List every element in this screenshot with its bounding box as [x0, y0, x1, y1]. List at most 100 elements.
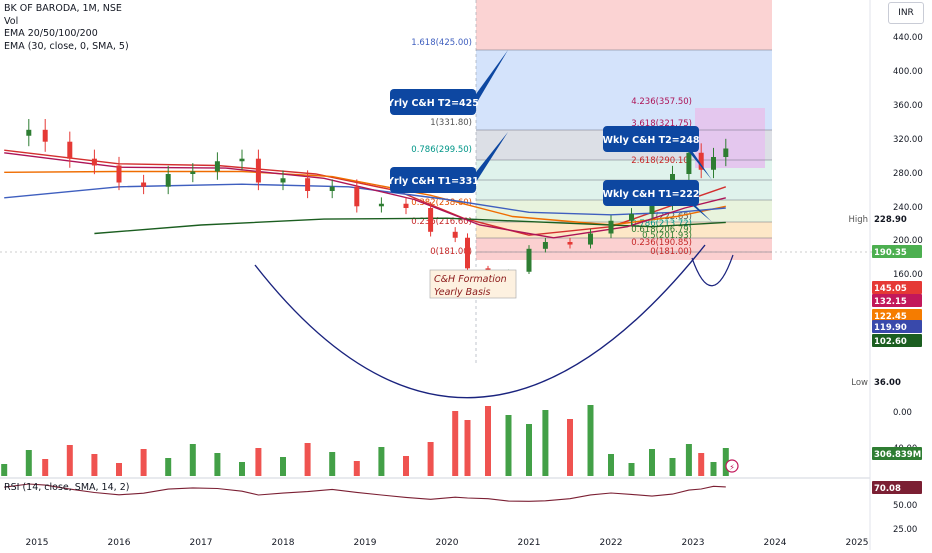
volume-bar [329, 452, 336, 476]
volume-bar [669, 458, 676, 476]
price-tag-value: 145.05 [874, 284, 907, 294]
callout-pointer [476, 132, 508, 182]
volume-bar [526, 424, 532, 476]
fib-weekly-label: 0.786(213.72) [631, 219, 692, 229]
callout-pointer [476, 50, 508, 104]
x-tick-label: 2015 [26, 538, 49, 548]
volume-bar [505, 415, 512, 476]
price-tag-value: 132.15 [874, 297, 907, 307]
rsi-legend[interactable]: RSI (14, close, SMA, 14, 2) [4, 482, 130, 493]
x-tick-label: 2016 [108, 538, 131, 548]
candle-body [378, 203, 384, 207]
fib-weekly-label: 2.618(290.10) [631, 156, 692, 166]
legend-volume[interactable]: Vol [4, 15, 19, 27]
y-tick-label: 280.00 [893, 169, 923, 179]
volume-bar [649, 449, 655, 476]
callout-box [603, 180, 699, 206]
volume-bar [165, 458, 172, 476]
candle-body [239, 158, 245, 162]
fib-yearly-label: 0.236(216.60) [411, 217, 472, 227]
candle-body [255, 158, 261, 183]
candle-body [91, 158, 97, 166]
candle-body [567, 242, 573, 245]
fib-weekly-label: 4.236(357.50) [631, 97, 692, 107]
price-tag-value: 228.90 [874, 215, 907, 225]
fib-weekly-label: 0(181.00) [650, 247, 692, 257]
fib-zone-0 [476, 238, 772, 260]
x-tick-label: 2019 [354, 538, 377, 548]
price-tag-value: 102.60 [874, 337, 907, 347]
candle-body [608, 220, 614, 234]
volume-bar [485, 406, 491, 476]
volume-bar [140, 449, 147, 476]
volume-bar [214, 453, 221, 476]
candle-body [526, 248, 532, 272]
volume-bar [710, 462, 717, 476]
currency-selector[interactable]: INR [888, 2, 924, 24]
price-tag-bg [872, 294, 922, 307]
fib-zone-236 [476, 222, 772, 238]
candle-body [588, 233, 593, 245]
price-tag-bg [872, 281, 922, 294]
volume-bar [189, 444, 196, 476]
candle-body [723, 148, 729, 157]
candle-body [165, 174, 171, 187]
x-tick-label: 2017 [190, 538, 213, 548]
candle-body [305, 178, 311, 191]
volume-bar [587, 405, 594, 476]
y-tick-label: 320.00 [893, 135, 923, 145]
rsi-tick-label: 25.00 [893, 525, 917, 535]
y-tick-label: 160.00 [893, 270, 923, 280]
fib-weekly-label: 3.618(321.75) [631, 119, 692, 129]
ema-line-ema30 [4, 152, 726, 239]
candle-body [26, 129, 32, 136]
volume-bar [628, 463, 635, 476]
x-tick-label: 2025 [846, 538, 869, 548]
chart-legend: BK OF BARODA, 1M, NSE Vol EMA 20/50/100/… [4, 3, 129, 53]
price-tag-value: 306.839M [874, 450, 921, 460]
candle-body [190, 171, 196, 174]
fib-yearly-label: 0(181.00) [430, 247, 472, 257]
fib-yearly-label: 1.618(425.00) [411, 38, 472, 48]
x-tick-label: 2020 [436, 538, 459, 548]
volume-bar [66, 445, 73, 476]
ema-line-ema50 [4, 170, 726, 226]
formation-line-1: C&H Formation [434, 274, 507, 285]
legend-symbol[interactable]: BK OF BARODA, 1M, NSE [4, 3, 122, 14]
y-tick-label: 400.00 [893, 67, 923, 77]
price-tag-bg [872, 245, 922, 258]
rsi-tick-label: 50.00 [893, 501, 917, 511]
volume-bar [567, 419, 573, 476]
volume-bar [116, 463, 122, 476]
candle-body [428, 208, 434, 232]
callout-box [603, 126, 699, 152]
candle-body [42, 129, 48, 142]
formation-box [429, 269, 517, 299]
volume-bar [698, 453, 705, 476]
price-tag-bg [872, 447, 922, 460]
x-tick-label: 2018 [272, 538, 295, 548]
candle-body [329, 186, 335, 191]
price-tag-value: 190.35 [874, 248, 907, 258]
formation-line-2: Yearly Basis [434, 287, 491, 298]
volume-bar [685, 444, 692, 476]
volume-bar [304, 443, 311, 476]
volume-bar [427, 442, 434, 476]
x-tick-label: 2022 [600, 538, 623, 548]
price-tag-value: 122.45 [874, 312, 907, 322]
volume-bar [722, 448, 729, 476]
callout-box [390, 167, 476, 193]
legend-ema[interactable]: EMA 20/50/100/200 [4, 28, 98, 39]
cup-arc-yearly [254, 244, 706, 399]
callout-box [390, 89, 476, 115]
volume-bar [353, 461, 360, 476]
volume-bar [239, 462, 245, 476]
fib-weekly-label: 0.5(201.93) [642, 231, 692, 241]
volume-bar [1, 464, 8, 476]
fib-yearly-label: 0.786(299.50) [411, 145, 472, 155]
fib-yearly-label: 1(331.80) [430, 118, 472, 128]
candle-body [403, 203, 409, 208]
candle-body [67, 141, 73, 159]
legend-ema-sma[interactable]: EMA (30, close, 0, SMA, 5) [4, 40, 129, 52]
